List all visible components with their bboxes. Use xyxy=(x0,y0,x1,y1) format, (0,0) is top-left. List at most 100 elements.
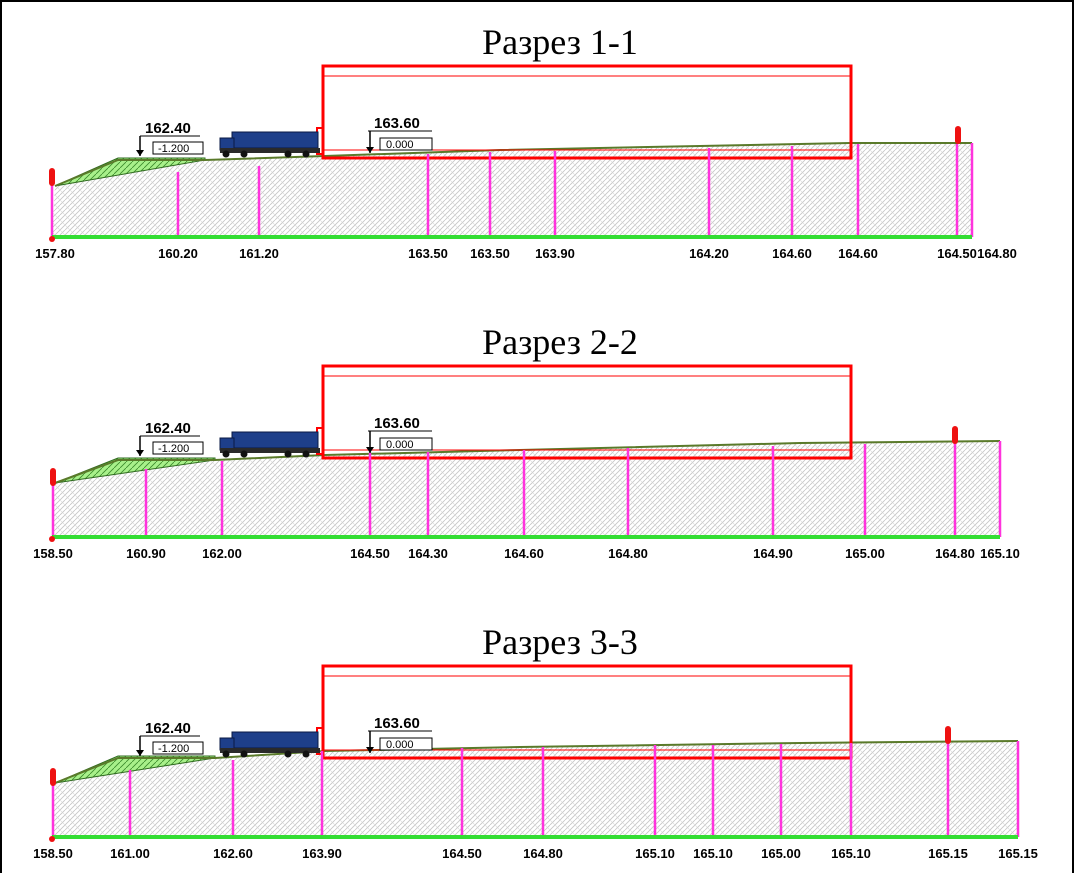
truck-wheel xyxy=(240,450,248,458)
elevation-label: 165.10 xyxy=(831,846,871,861)
elevation-label: 164.50 xyxy=(350,546,390,561)
truck-chassis xyxy=(220,148,320,153)
elevation-label: 164.20 xyxy=(689,246,729,261)
soil-body xyxy=(52,441,1000,537)
base-dot xyxy=(49,836,55,842)
left-mark-arrow xyxy=(136,750,144,756)
elevation-label: 160.20 xyxy=(158,246,198,261)
elevation-label: 161.00 xyxy=(110,846,150,861)
right-mark-relative: 0.000 xyxy=(386,139,414,151)
soil-body xyxy=(52,143,972,237)
building-outline xyxy=(321,64,853,160)
right-mark-arrow xyxy=(366,447,374,453)
section-title: Разрез 3-3 xyxy=(482,622,638,662)
elevation-label: 165.10 xyxy=(635,846,675,861)
elevation-label: 165.00 xyxy=(761,846,801,861)
left-mark-elevation: 162.40 xyxy=(145,420,191,437)
section-title: Разрез 2-2 xyxy=(482,322,638,362)
left-mark-box xyxy=(152,441,204,455)
elevation-label: 161.20 xyxy=(239,246,279,261)
truck-wheel xyxy=(240,150,248,158)
truck-wheel xyxy=(222,450,230,458)
elevation-label: 162.60 xyxy=(213,846,253,861)
right-mark-elevation: 163.60 xyxy=(374,115,420,132)
elevation-label: 157.80 xyxy=(35,246,75,261)
elevation-label: 165.10 xyxy=(693,846,733,861)
elevation-label: 163.90 xyxy=(302,846,342,861)
truck-wheel xyxy=(222,750,230,758)
section-3: 162.40 -1.200 163.60 0.000 Разрез 3-3 158.50 1… xyxy=(33,622,1038,861)
truck-wheel xyxy=(284,150,292,158)
truck-wheel xyxy=(302,450,310,458)
elevation-label: 158.50 xyxy=(33,546,73,561)
elevation-label: 164.60 xyxy=(504,546,544,561)
elevation-label: 163.90 xyxy=(535,246,575,261)
survey-marker xyxy=(952,426,958,444)
section-1: 162.40 -1.200 163.60 0.000 Разрез 1-1 157.80 1… xyxy=(35,22,1017,261)
embankment-fill xyxy=(54,755,216,784)
elevation-label: 165.15 xyxy=(998,846,1038,861)
section-title: Разрез 1-1 xyxy=(482,22,638,62)
ground-line xyxy=(54,142,972,187)
elevation-label: 164.60 xyxy=(772,246,812,261)
right-mark-box xyxy=(379,437,433,451)
survey-marker xyxy=(50,768,56,786)
left-mark-arrow xyxy=(136,150,144,156)
elevation-label: 158.50 xyxy=(33,846,73,861)
elevation-label: 163.50 xyxy=(470,246,510,261)
building-outline xyxy=(321,364,853,460)
elevation-label: 165.00 xyxy=(845,546,885,561)
elevation-label: 162.00 xyxy=(202,546,242,561)
soil-body xyxy=(52,741,1018,837)
survey-marker xyxy=(955,126,961,144)
embankment-fill xyxy=(54,457,216,484)
truck-chassis xyxy=(220,448,320,453)
survey-marker xyxy=(945,726,951,744)
elevation-label: 164.60 xyxy=(838,246,878,261)
left-mark-elevation: 162.40 xyxy=(145,720,191,737)
truck-wheel xyxy=(302,750,310,758)
base-dot xyxy=(49,236,55,242)
elevation-label: 163.50 xyxy=(408,246,448,261)
truck-wheel xyxy=(240,750,248,758)
elevation-label: 164.80 xyxy=(608,546,648,561)
truck-body xyxy=(231,131,319,149)
base-dot xyxy=(49,536,55,542)
right-mark-elevation: 163.60 xyxy=(374,715,420,732)
right-mark-arrow xyxy=(366,747,374,753)
elevation-label: 165.15 xyxy=(928,846,968,861)
ground-line xyxy=(54,440,1001,484)
right-mark-box xyxy=(379,737,433,751)
right-mark-elevation: 163.60 xyxy=(374,415,420,432)
truck-body xyxy=(231,431,319,449)
right-mark-arrow xyxy=(366,147,374,153)
elevation-label: 164.50 xyxy=(442,846,482,861)
section-2: 162.40 -1.200 163.60 0.000 Разрез 2-2 158.50 1… xyxy=(33,322,1020,561)
right-mark-relative: 0.000 xyxy=(386,739,414,751)
survey-marker xyxy=(50,468,56,486)
elevation-label: 164.50 xyxy=(937,246,977,261)
truck-wheel xyxy=(302,150,310,158)
embankment-fill xyxy=(54,157,206,187)
elevation-label: 164.30 xyxy=(408,546,448,561)
elevation-label: 164.80 xyxy=(523,846,563,861)
elevation-label: 164.80 xyxy=(977,246,1017,261)
survey-marker xyxy=(49,168,55,186)
right-mark-box xyxy=(379,137,433,151)
left-mark-relative: -1.200 xyxy=(158,443,189,455)
building-outline xyxy=(321,664,853,760)
truck-chassis xyxy=(220,748,320,753)
left-mark-relative: -1.200 xyxy=(158,743,189,755)
left-mark-box xyxy=(152,741,204,755)
truck-wheel xyxy=(284,750,292,758)
elevation-label: 160.90 xyxy=(126,546,166,561)
right-mark-relative: 0.000 xyxy=(386,439,414,451)
left-mark-relative: -1.200 xyxy=(158,143,189,155)
truck-wheel xyxy=(284,450,292,458)
elevation-label: 164.80 xyxy=(935,546,975,561)
ground-line xyxy=(54,740,1019,784)
elevation-label: 165.10 xyxy=(980,546,1020,561)
left-mark-arrow xyxy=(136,450,144,456)
